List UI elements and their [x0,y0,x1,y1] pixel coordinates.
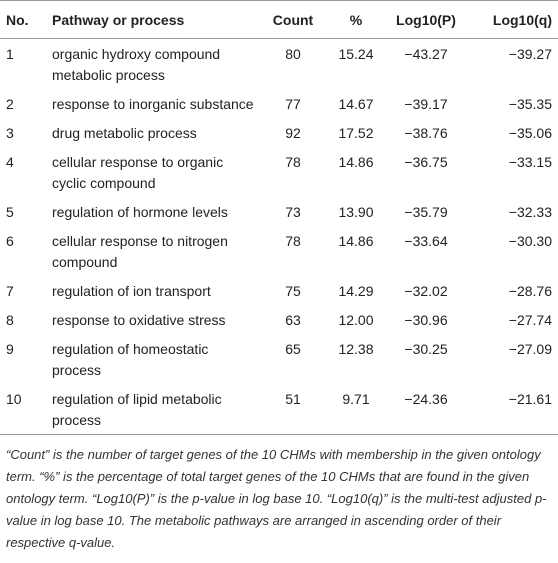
table-row: 6 cellular response to nitrogen compound 7… [0,226,558,276]
table-cell: 12.00 [338,312,374,328]
table-cell: 2 [6,96,14,112]
table-cell: −28.76 [508,283,552,299]
table-cell: cellular response to nitrogen compound [52,233,228,270]
table-cell: 73 [285,204,301,220]
data-table: No. Pathway or process Count% Log10(P) Log10… [0,0,558,435]
header-cell: Log10(q) [492,11,552,28]
table-cell: 14.86 [338,233,374,249]
table-cell: −27.74 [508,312,552,328]
table-cell: organic hydroxy compound metabolic proce… [52,46,221,83]
table-cell: regulation of lipid metabolic process [52,391,222,428]
table-cell: 7 [6,283,14,299]
table-cell: −35.35 [508,96,552,112]
table-cell: 10 [6,391,22,407]
table-cell: 75 [285,283,301,299]
table-cell: −27.09 [508,341,552,357]
table-cell: 14.29 [338,283,374,299]
table-cell: −35.79 [404,204,448,220]
table-cell: 77 [285,96,301,112]
table-row: 9 regulation of homeostatic process 65 12.3… [0,334,558,384]
table-cell: −30.30 [508,233,552,249]
table-cell: 17.52 [338,125,374,141]
table-cell: 4 [6,154,14,170]
table-cell: −24.36 [404,391,448,407]
table-body: 1 organic hydroxy compound metabolic proc… [0,39,558,435]
table-row: 10 regulation of lipid metabolic process 5… [0,384,558,435]
table-cell: 12.38 [338,341,374,357]
header-cell: No. [6,11,29,28]
table-cell: drug metabolic process [52,125,197,141]
table-cell: −33.15 [508,154,552,170]
table-cell: 8 [6,312,14,328]
table-cell: −30.25 [404,341,448,357]
table-cell: 80 [285,46,301,62]
table-cell: 14.67 [338,96,374,112]
table-row: 3 drug metabolic process 92 17.52 −38.76 −35.… [0,118,558,147]
table-row: 8 response to oxidative stress 63 12.00 −30.… [0,305,558,334]
table-cell: 92 [285,125,301,141]
footnote: “Count” is the number of target genes of… [6,447,547,550]
table-cell: 6 [6,233,14,249]
table-row: 1 organic hydroxy compound metabolic proc… [0,39,558,90]
table-cell: regulation of ion transport [52,283,211,299]
table-cell: −39.27 [508,46,552,62]
table-cell: 9 [6,341,14,357]
table-row: 2 response to inorganic substance 77 14.67 −… [0,89,558,118]
table-cell: −39.17 [404,96,448,112]
table-cell: regulation of homeostatic process [52,341,209,378]
header-cell: Pathway or process [52,11,185,28]
header-cell: % [349,11,363,28]
table-cell: 15.24 [338,46,374,62]
table-cell: 65 [285,341,301,357]
table-cell: 78 [285,233,301,249]
table-cell: −21.61 [508,391,552,407]
table-cell: 1 [6,46,14,62]
header-cell: Count [272,11,314,28]
table-row: 4 cellular response to organic cyclic com… [0,147,558,197]
table-cell: 13.90 [338,204,374,220]
table-cell: −36.75 [404,154,448,170]
table-cell: −30.96 [404,312,448,328]
header-cell: Log10(P) [396,11,456,28]
table-cell: −38.76 [404,125,448,141]
table-cell: −32.02 [404,283,448,299]
table-cell: 5 [6,204,14,220]
table-cell: 51 [285,391,301,407]
table-cell: 63 [285,312,301,328]
table-row: 7 regulation of ion transport 75 14.29 −32.0… [0,276,558,305]
table-cell: −35.06 [508,125,552,141]
table-cell: −32.33 [508,204,552,220]
table-cell: 9.71 [342,391,370,407]
table-cell: regulation of hormone levels [52,204,228,220]
table-cell: response to inorganic substance [52,96,254,112]
table-header: No. Pathway or process Count% Log10(P) Log10… [0,0,558,39]
table-row: 5 regulation of hormone levels 73 13.90 −35.… [0,197,558,226]
header-row: No. Pathway or process Count% Log10(P) Log10… [0,0,558,39]
table-cell: −43.27 [404,46,448,62]
table-cell: 3 [6,125,14,141]
table-cell: 78 [285,154,301,170]
table-cell: cellular response to organic cyclic comp… [52,154,224,191]
table-cell: response to oxidative stress [52,312,226,328]
table-cell: 14.86 [338,154,374,170]
table-cell: −33.64 [404,233,448,249]
